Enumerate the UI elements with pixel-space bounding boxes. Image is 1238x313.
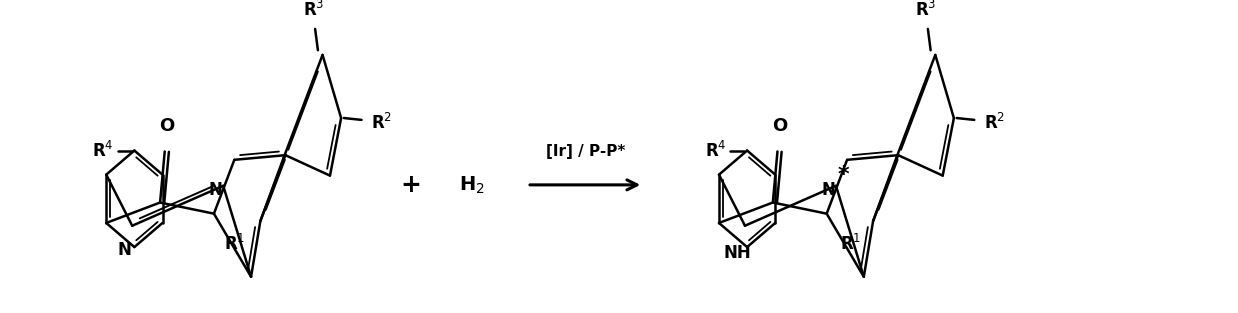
Text: R$^2$: R$^2$ xyxy=(983,113,1005,133)
Text: +: + xyxy=(401,173,421,197)
Text: R$^4$: R$^4$ xyxy=(704,141,727,161)
Text: H$_2$: H$_2$ xyxy=(458,174,484,196)
Text: R$^3$: R$^3$ xyxy=(302,0,324,20)
Text: R$^1$: R$^1$ xyxy=(841,234,862,254)
Text: [Ir] / P-P*: [Ir] / P-P* xyxy=(546,144,625,159)
Text: O: O xyxy=(771,117,787,135)
Text: N: N xyxy=(118,241,131,259)
Text: R$^2$: R$^2$ xyxy=(371,113,392,133)
Text: R$^4$: R$^4$ xyxy=(93,141,114,161)
Text: N: N xyxy=(209,181,223,199)
Text: N: N xyxy=(822,181,836,199)
Text: O: O xyxy=(158,117,175,135)
Text: R$^3$: R$^3$ xyxy=(915,0,937,20)
Text: *: * xyxy=(838,165,849,185)
Text: NH: NH xyxy=(724,244,751,262)
Text: R$^1$: R$^1$ xyxy=(224,234,245,254)
